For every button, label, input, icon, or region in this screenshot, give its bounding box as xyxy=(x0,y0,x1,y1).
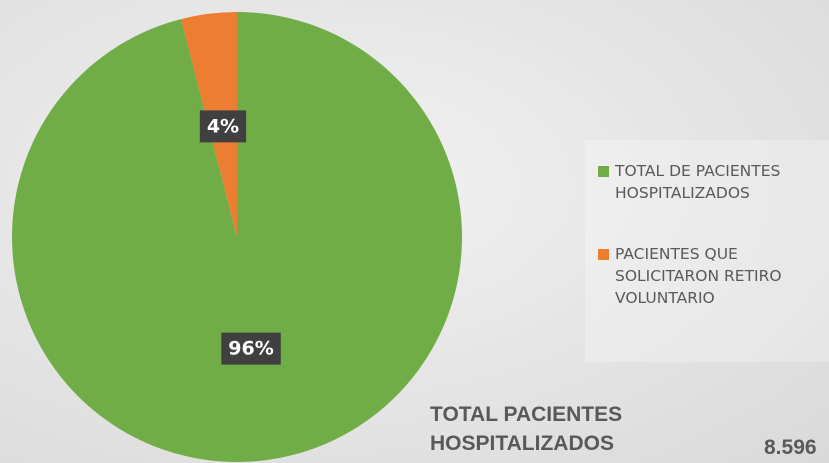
data-label-box xyxy=(221,332,281,365)
legend-label: PACIENTES QUE SOLICITARON RETIRO VOLUNTA… xyxy=(615,245,782,307)
pie-slice xyxy=(11,12,462,462)
annotation-value: 8.596 xyxy=(764,436,817,459)
legend-label: TOTAL DE PACIENTES HOSPITALIZADOS xyxy=(615,162,781,202)
data-label: 96% xyxy=(221,332,281,365)
data-label-text: 4% xyxy=(207,115,239,137)
annotation-label: TOTAL PACIENTES HOSPITALIZADOS xyxy=(430,403,623,455)
legend: TOTAL DE PACIENTES HOSPITALIZADOS PACIENT… xyxy=(585,140,829,362)
legend-swatch xyxy=(598,249,609,260)
data-label-text: 96% xyxy=(228,338,273,360)
data-label: 4% xyxy=(199,110,247,143)
data-label-box xyxy=(199,110,247,143)
legend-entry: TOTAL DE PACIENTES HOSPITALIZADOS xyxy=(598,160,823,204)
legend-entry: PACIENTES QUE SOLICITARON RETIRO VOLUNTA… xyxy=(598,243,823,309)
legend-swatch xyxy=(598,166,609,177)
